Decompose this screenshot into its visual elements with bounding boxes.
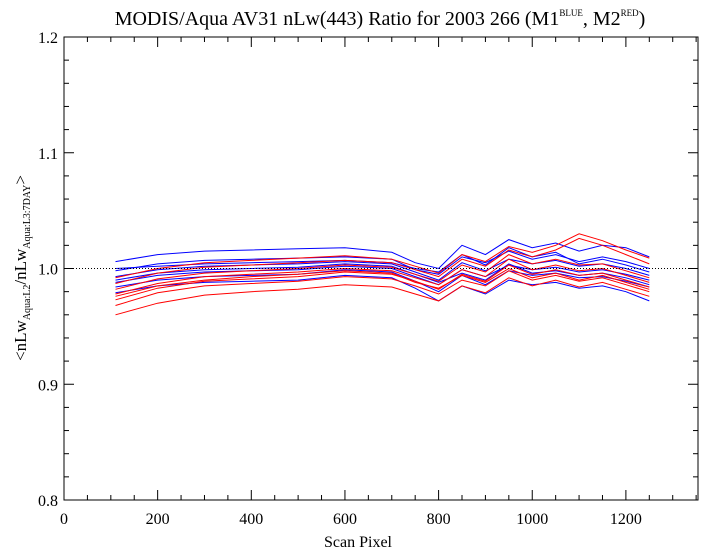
ticks-layer: 0 200 400 600 800 1000 1200 0.8 0.9 1.0 1.1 1.2 [38,30,698,528]
x-tick-label: 800 [427,511,451,528]
x-tick-label: 0 [60,511,68,528]
series-line-m2-10 [115,270,650,306]
chart-title-sup-red: RED [621,8,640,18]
y-axis-label-suffix: > [11,175,30,185]
chart-title-end: ) [639,8,646,30]
series-line-m2-14 [115,237,650,284]
y-axis-label-sub2: Aqua:L3:7DAY [22,185,33,249]
series-line-m2-13 [115,254,650,290]
y-axis-label-prefix: <nLw [11,319,30,360]
series-line-m2-16 [115,267,650,297]
series-line-m2-15 [115,233,650,279]
chart-title: MODIS/Aqua AV31 nLw(443) Ratio for 2003 … [115,8,646,30]
x-tick-label: 400 [239,511,263,528]
y-axis-label: <nLwAqua:L2/nLwAqua:L3:7DAY> [11,175,33,361]
x-tick-label: 600 [333,511,357,528]
series-line-m1-1 [115,239,650,270]
series-layer [115,233,650,316]
x-tick-label: 1000 [516,511,548,528]
series-line-m2-9 [115,277,650,316]
y-axis-label-sub1: Aqua:L2 [22,285,33,321]
x-tick-label: 200 [146,511,170,528]
series-line-m1-2 [115,250,650,275]
y-axis-label-mid: /nLw [11,248,30,285]
y-tick-label: 0.9 [38,377,58,394]
series-line-m1-5 [115,269,650,293]
y-tick-label: 1.0 [38,262,58,279]
chart-title-main: MODIS/Aqua AV31 nLw(443) Ratio for 2003 … [115,8,560,30]
x-tick-label: 1200 [610,511,642,528]
y-tick-label: 1.2 [38,30,58,47]
chart-title-sup-blue: BLUE [559,8,583,18]
series-line-m2-12 [115,258,650,295]
x-axis-label: Scan Pixel [324,534,393,551]
y-tick-label: 0.8 [38,493,58,510]
chart-title-mid: , M2 [583,8,621,30]
y-tick-label: 1.1 [38,146,58,163]
